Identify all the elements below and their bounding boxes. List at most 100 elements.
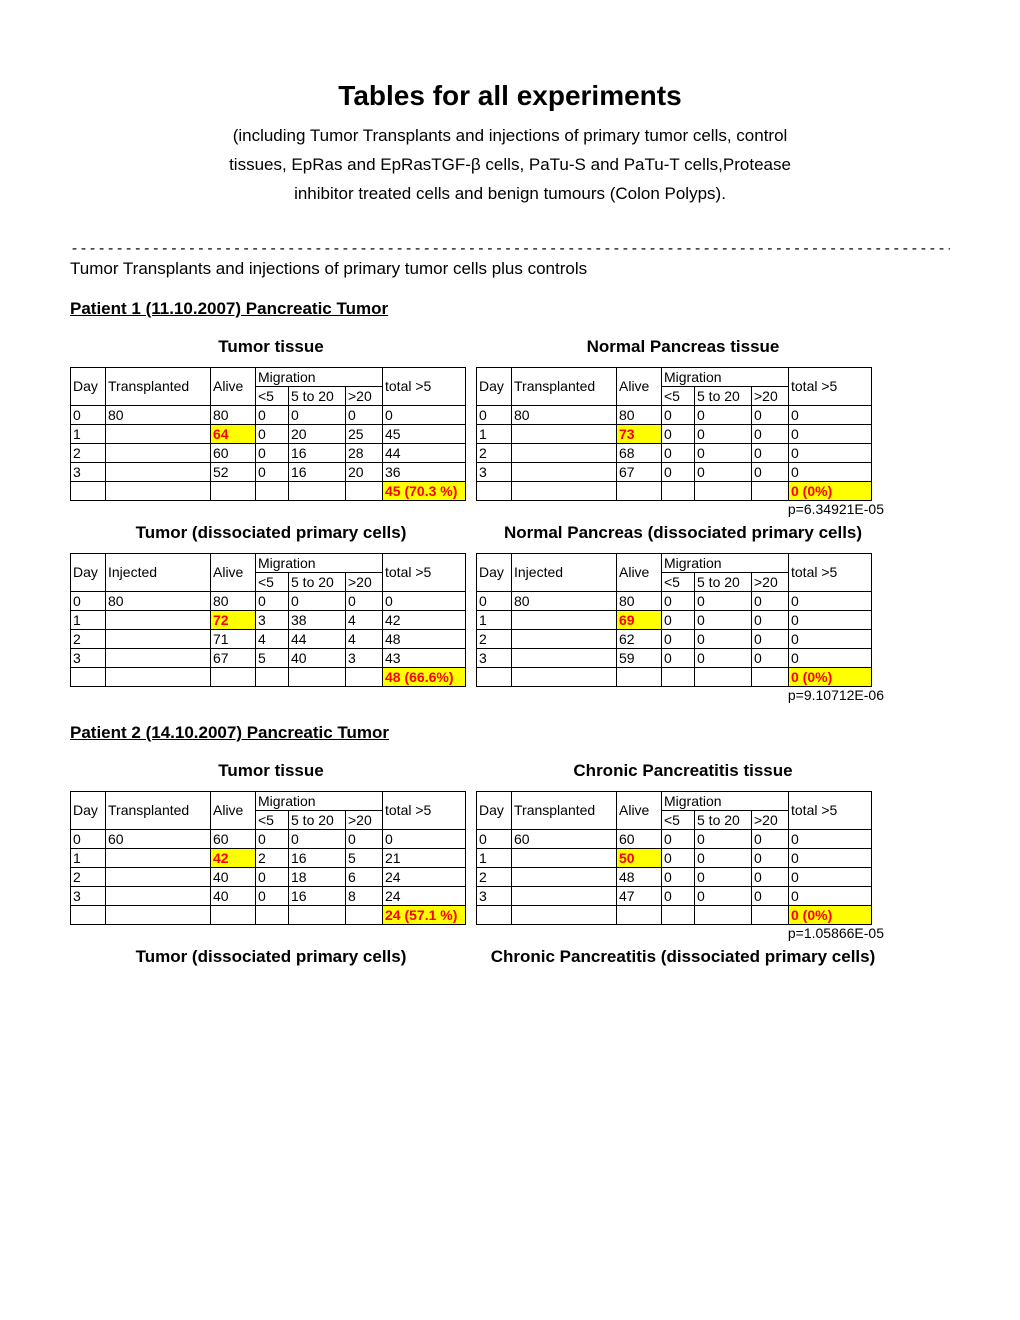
table-row: 060600000 [71,829,466,848]
subtitle: (including Tumor Transplants and injecti… [70,122,950,209]
col-gt20: >20 [752,572,789,591]
col-lt5: <5 [256,386,289,405]
cell-m2: 0 [289,405,346,424]
col-lt5: <5 [662,572,695,591]
table-row: 1500000 [477,848,872,867]
cell-alive: 69 [617,610,662,629]
cell-m3: 25 [346,424,383,443]
subtitle-line: tissues, EpRas and EpRasTGF-β cells, PaT… [229,155,791,174]
cell-total: 24 [383,867,466,886]
cell-trans [512,848,617,867]
p-value: p=9.10712E-06 [70,687,884,703]
cell-day: 2 [71,629,106,648]
cell-day: 1 [71,610,106,629]
cell-m2: 18 [289,867,346,886]
cell-alive: 71 [211,629,256,648]
table-row: 2680000 [477,443,872,462]
cell-day: 3 [71,462,106,481]
summary-cell: 0 (0%) [789,667,872,686]
table-row: 142216521 [71,848,466,867]
cell-m1: 0 [256,443,289,462]
cell-total: 0 [789,848,872,867]
summary-row: 45 (70.3 %) [71,481,466,500]
col-day: Day [71,367,106,405]
col-migration: Migration [662,791,789,810]
table-row: 1640202545 [71,424,466,443]
table-row: 367540343 [71,648,466,667]
cell-m3: 0 [752,867,789,886]
table-row: 1730000 [477,424,872,443]
cell-alive: 80 [617,591,662,610]
cell-day: 1 [71,424,106,443]
cell-m2: 0 [695,886,752,905]
data-table: DayTransplantedAliveMigrationtotal >5<55… [476,367,872,501]
cell-m2: 0 [695,867,752,886]
cell-alive: 48 [617,867,662,886]
cell-m1: 0 [662,867,695,886]
cell-trans [106,443,211,462]
cell-m2: 0 [289,591,346,610]
cell-trans [106,886,211,905]
cell-alive: 52 [211,462,256,481]
col-gt20: >20 [346,572,383,591]
table-row: 080800000 [71,405,466,424]
summary-row: 0 (0%) [477,667,872,686]
cell-trans [512,648,617,667]
cell-m3: 0 [752,405,789,424]
cell-total: 0 [789,462,872,481]
cell-m3: 0 [752,629,789,648]
cell-day: 0 [477,829,512,848]
table-row: 3470000 [477,886,872,905]
col-alive: Alive [211,553,256,591]
cell-m2: 16 [289,443,346,462]
cell-total: 0 [789,424,872,443]
cell-trans [106,867,211,886]
cell-total: 0 [789,829,872,848]
table-row: 080800000 [477,405,872,424]
col-5to20: 5 to 20 [289,572,346,591]
cell-total: 0 [789,886,872,905]
cell-total: 0 [789,591,872,610]
cell-m3: 0 [346,829,383,848]
summary-row: 48 (66.6%) [71,667,466,686]
col-lt5: <5 [256,572,289,591]
table-row: 1690000 [477,610,872,629]
cell-m2: 0 [695,648,752,667]
section-intro: Tumor Transplants and injections of prim… [70,259,950,279]
data-table: DayInjectedAliveMigrationtotal >5<55 to … [476,553,872,687]
col-alive: Alive [211,367,256,405]
col-migration: Migration [256,367,383,386]
left-label: Tumor (dissociated primary cells) [70,947,472,967]
table-row: 3520162036 [71,462,466,481]
table-row: 271444448 [71,629,466,648]
cell-day: 0 [71,591,106,610]
data-table: DayTransplantedAliveMigrationtotal >5<55… [70,791,466,925]
table-row: 172338442 [71,610,466,629]
cell-trans [512,886,617,905]
cell-alive: 50 [617,848,662,867]
data-table: DayInjectedAliveMigrationtotal >5<55 to … [70,553,466,687]
cell-m2: 0 [695,610,752,629]
cell-alive: 40 [211,867,256,886]
cell-m3: 8 [346,886,383,905]
col-transplanted: Transplanted [512,791,617,829]
cell-total: 0 [789,629,872,648]
summary-cell: 45 (70.3 %) [383,481,466,500]
cell-m2: 0 [695,629,752,648]
right-label: Normal Pancreas (dissociated primary cel… [482,523,884,543]
cell-total: 45 [383,424,466,443]
cell-m1: 0 [662,591,695,610]
cell-m3: 0 [752,462,789,481]
cell-m1: 0 [662,462,695,481]
col-5to20: 5 to 20 [695,572,752,591]
pair-labels: Tumor (dissociated primary cells)Chronic… [70,947,950,967]
col-gt20: >20 [346,810,383,829]
cell-trans [512,629,617,648]
patient-header: Patient 1 (11.10.2007) Pancreatic Tumor [70,299,950,319]
cell-total: 0 [789,867,872,886]
pair-labels: Tumor tissueNormal Pancreas tissue [70,337,950,357]
cell-alive: 62 [617,629,662,648]
col-day: Day [477,553,512,591]
cell-m3: 20 [346,462,383,481]
col-5to20: 5 to 20 [289,386,346,405]
